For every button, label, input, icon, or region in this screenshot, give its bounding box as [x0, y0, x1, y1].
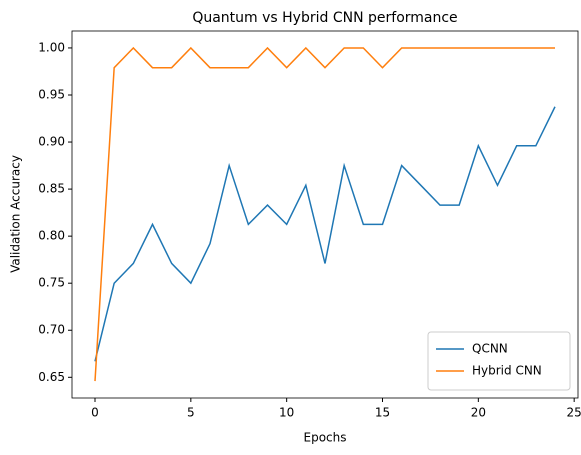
y-tick-label: 0.75: [38, 276, 65, 290]
y-tick-label: 0.70: [38, 323, 65, 337]
series-line: [94, 106, 556, 362]
y-tick-label: 0.95: [38, 87, 65, 101]
x-tick-label: 0: [91, 406, 99, 420]
x-tick-label: 5: [187, 406, 195, 420]
y-axis-label: Validation Accuracy: [9, 155, 23, 273]
y-tick-label: 0.85: [38, 182, 65, 196]
y-tick-label: 0.90: [38, 135, 65, 149]
legend-box: [427, 331, 571, 391]
y-tick-label: 1.00: [38, 40, 65, 54]
chart-title: Quantum vs Hybrid CNN performance: [192, 10, 457, 26]
legend: QCNN Hybrid CNN: [427, 331, 571, 391]
x-tick-label: 20: [471, 406, 486, 420]
y-tick-label: 0.65: [38, 370, 65, 384]
plot-frame: [71, 30, 579, 399]
y-tick-label: 0.80: [38, 229, 65, 243]
legend-label: QCNN: [472, 342, 508, 356]
series-line: [94, 46, 555, 382]
x-tick-label: 10: [279, 406, 294, 420]
legend-label: Hybrid CNN: [472, 364, 542, 378]
x-axis-label: Epochs: [304, 431, 347, 445]
x-tick-label: 15: [375, 406, 390, 420]
x-tick-label: 25: [567, 406, 581, 420]
